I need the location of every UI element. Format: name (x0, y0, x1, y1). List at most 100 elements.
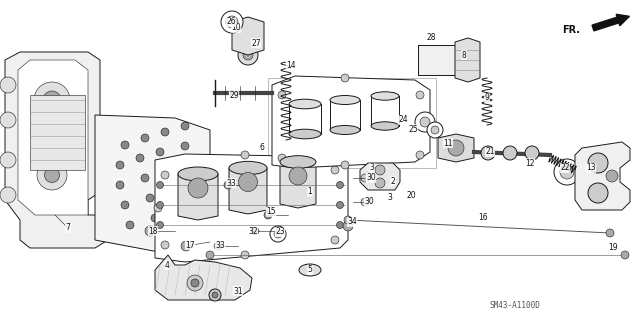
Ellipse shape (289, 99, 321, 109)
Circle shape (141, 134, 149, 142)
Text: 20: 20 (406, 191, 416, 201)
Text: 10: 10 (231, 24, 241, 33)
Circle shape (161, 171, 169, 179)
Text: 3: 3 (388, 194, 392, 203)
Polygon shape (95, 115, 210, 255)
Circle shape (171, 208, 179, 216)
Circle shape (341, 161, 349, 169)
Circle shape (337, 182, 344, 189)
Bar (30, 95, 85, 170)
Circle shape (116, 161, 124, 169)
Text: 2: 2 (390, 176, 396, 186)
Circle shape (157, 182, 163, 189)
Polygon shape (438, 134, 474, 162)
Polygon shape (229, 164, 267, 214)
Text: 25: 25 (408, 124, 418, 133)
Circle shape (45, 132, 60, 147)
Circle shape (588, 153, 608, 173)
Circle shape (43, 91, 61, 109)
Text: 33: 33 (215, 241, 225, 250)
Text: 12: 12 (525, 159, 535, 167)
Circle shape (481, 146, 495, 160)
Circle shape (34, 82, 70, 118)
Circle shape (0, 187, 16, 203)
Ellipse shape (289, 129, 321, 139)
Polygon shape (232, 17, 264, 55)
Circle shape (181, 142, 189, 150)
Text: 11: 11 (444, 138, 452, 147)
Circle shape (181, 241, 191, 251)
Polygon shape (575, 142, 630, 210)
Text: 6: 6 (260, 144, 264, 152)
Circle shape (126, 221, 134, 229)
Polygon shape (155, 255, 252, 300)
Polygon shape (455, 38, 480, 82)
Polygon shape (280, 158, 316, 208)
Polygon shape (360, 163, 400, 190)
Circle shape (278, 154, 286, 162)
Circle shape (121, 141, 129, 149)
Text: SM43-A1100D: SM43-A1100D (490, 301, 541, 310)
Circle shape (0, 77, 16, 93)
Circle shape (331, 166, 339, 174)
Text: 21: 21 (485, 147, 495, 157)
Circle shape (191, 279, 199, 287)
Text: 4: 4 (164, 261, 170, 270)
Circle shape (448, 140, 464, 156)
Circle shape (241, 151, 249, 159)
Text: 14: 14 (286, 61, 296, 70)
Circle shape (151, 214, 159, 222)
Circle shape (157, 202, 163, 209)
Circle shape (37, 160, 67, 190)
Text: 31: 31 (233, 286, 243, 295)
Text: 30: 30 (364, 197, 374, 206)
Circle shape (415, 112, 435, 132)
Circle shape (264, 211, 272, 219)
Circle shape (239, 173, 257, 191)
Circle shape (427, 122, 443, 138)
Text: 29: 29 (229, 92, 239, 100)
Ellipse shape (280, 156, 316, 168)
Text: 15: 15 (266, 207, 276, 217)
Circle shape (154, 204, 162, 212)
Circle shape (375, 178, 385, 188)
Circle shape (157, 221, 163, 228)
Circle shape (184, 182, 192, 190)
Circle shape (181, 122, 189, 130)
Circle shape (525, 146, 539, 160)
Ellipse shape (178, 167, 218, 181)
Circle shape (221, 11, 243, 33)
Polygon shape (272, 76, 430, 168)
Text: 18: 18 (148, 226, 157, 235)
Text: 1: 1 (308, 188, 312, 197)
Ellipse shape (330, 95, 360, 105)
Text: FR.: FR. (562, 25, 580, 35)
Circle shape (187, 275, 203, 291)
Circle shape (146, 194, 154, 202)
Circle shape (45, 167, 60, 182)
Circle shape (416, 91, 424, 99)
Circle shape (121, 201, 129, 209)
Circle shape (241, 251, 249, 259)
Circle shape (361, 174, 369, 182)
Circle shape (337, 221, 344, 228)
Circle shape (621, 251, 629, 259)
Text: 27: 27 (251, 39, 261, 48)
Circle shape (503, 146, 517, 160)
Circle shape (554, 159, 580, 185)
Circle shape (606, 170, 618, 182)
Circle shape (0, 152, 16, 168)
Circle shape (116, 181, 124, 189)
Circle shape (420, 117, 430, 127)
Ellipse shape (371, 122, 399, 130)
Text: 7: 7 (65, 224, 70, 233)
Circle shape (161, 241, 169, 249)
Circle shape (206, 251, 214, 259)
Bar (268, 78, 436, 168)
Text: 34: 34 (347, 218, 357, 226)
Circle shape (161, 168, 169, 176)
Text: 24: 24 (398, 115, 408, 124)
Circle shape (274, 230, 282, 238)
Text: 28: 28 (426, 33, 436, 41)
Circle shape (251, 227, 259, 235)
